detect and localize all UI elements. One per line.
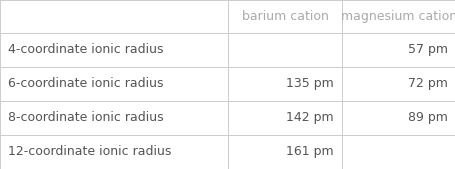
Text: 57 pm: 57 pm (407, 43, 447, 56)
Text: 72 pm: 72 pm (407, 77, 447, 90)
Text: 12-coordinate ionic radius: 12-coordinate ionic radius (8, 146, 171, 159)
Text: 89 pm: 89 pm (407, 112, 447, 125)
Text: 6-coordinate ionic radius: 6-coordinate ionic radius (8, 77, 163, 90)
Text: barium cation: barium cation (241, 10, 328, 23)
Text: 135 pm: 135 pm (285, 77, 333, 90)
Text: magnesium cation: magnesium cation (340, 10, 455, 23)
Text: 161 pm: 161 pm (286, 146, 333, 159)
Text: 142 pm: 142 pm (286, 112, 333, 125)
Text: 8-coordinate ionic radius: 8-coordinate ionic radius (8, 112, 163, 125)
Text: 4-coordinate ionic radius: 4-coordinate ionic radius (8, 43, 163, 56)
